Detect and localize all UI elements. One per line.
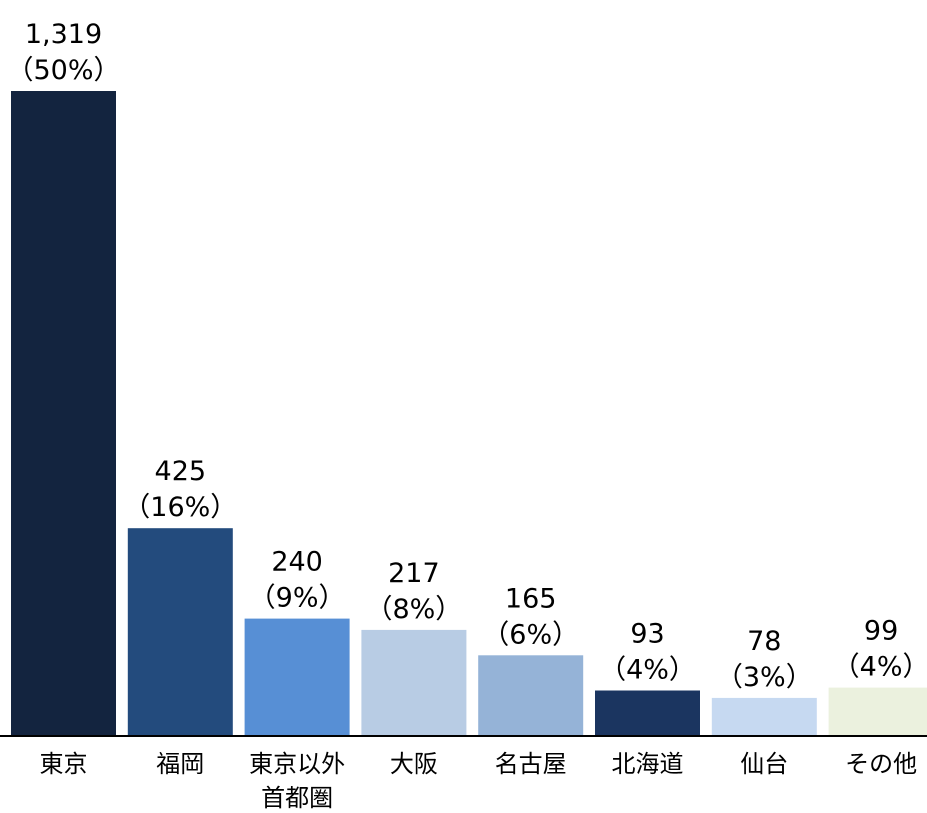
value-labels-group: 1,319 （50%） 425 （16%） 240 （9%） 217 （8%） 165 （6%） 9…: [6, 19, 927, 693]
percent-label-2: （9%）: [249, 583, 346, 614]
category-label-2: 東京以外: [249, 750, 345, 778]
value-label-2: 240: [271, 547, 323, 578]
bar-2: [244, 618, 350, 736]
category-label-6: 仙台: [740, 750, 788, 778]
category-label-0: 東京: [40, 750, 88, 778]
category-label-4: 名古屋: [495, 750, 567, 778]
percent-label-1: （16%）: [123, 492, 237, 523]
bar-5: [595, 690, 700, 736]
percent-label-0: （50%）: [6, 55, 120, 86]
percent-label-6: （3%）: [716, 662, 813, 693]
bar-7: [828, 687, 927, 736]
value-label-7: 99: [864, 616, 898, 647]
category-label-3: 大阪: [390, 750, 438, 778]
bar-3: [361, 629, 467, 736]
bar-6: [711, 697, 817, 736]
category-label-2-line-1: 首都圏: [261, 784, 333, 812]
value-label-4: 165: [505, 583, 557, 614]
percent-label-3: （8%）: [365, 594, 462, 625]
bar-4: [478, 655, 584, 736]
percent-label-5: （4%）: [599, 655, 696, 686]
percent-label-7: （4%）: [833, 652, 927, 683]
value-label-6: 78: [747, 626, 781, 657]
value-label-0: 1,319: [25, 19, 102, 50]
value-label-5: 93: [630, 619, 664, 650]
bar-0: [11, 91, 116, 736]
category-label-5: 北海道: [612, 750, 684, 778]
value-label-1: 425: [155, 456, 207, 487]
bars-group: [11, 91, 927, 736]
category-label-7: その他: [845, 750, 917, 778]
bar-1: [127, 528, 233, 736]
value-label-3: 217: [388, 558, 440, 589]
category-label-1: 福岡: [156, 750, 204, 778]
percent-label-4: （6%）: [482, 619, 579, 650]
